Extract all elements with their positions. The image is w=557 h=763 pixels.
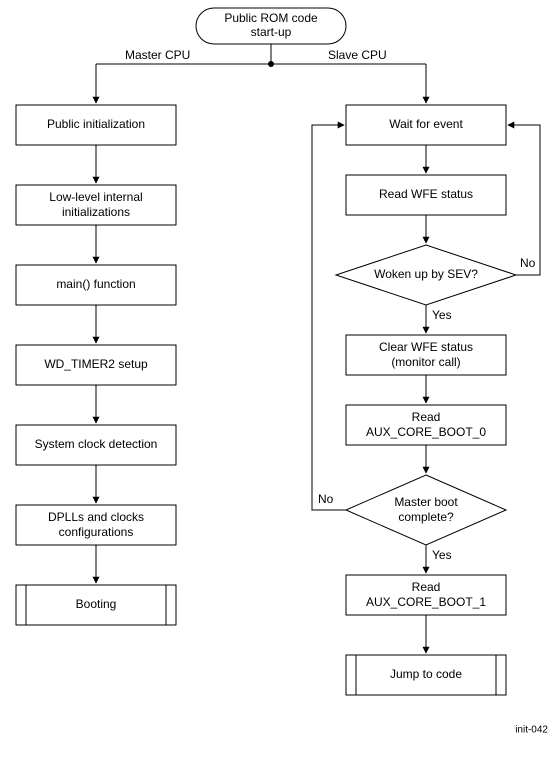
master-n6-l1: DPLLs and clocks (48, 510, 144, 524)
master-n6-l2: configurations (59, 525, 134, 539)
slave-n3-l1: Clear WFE status (379, 340, 473, 354)
slave-n5-l2: AUX_CORE_BOOT_1 (366, 595, 486, 609)
slave-d2-l2: complete? (398, 510, 454, 524)
slave-n6-text: Jump to code (390, 667, 462, 681)
master-n4-text: WD_TIMER2 setup (44, 357, 148, 371)
master-n2-l2: initializations (62, 205, 130, 219)
slave-d1-no: No (520, 256, 536, 270)
slave-d1-text: Woken up by SEV? (374, 267, 478, 281)
slave-n4-l1: Read (412, 410, 441, 424)
master-n2-l1: Low-level internal (49, 190, 142, 204)
footer-text: init-042 (515, 725, 548, 736)
master-n7-text: Booting (76, 597, 117, 611)
flowchart: Public ROM code start-up Master CPU Slav… (0, 0, 557, 763)
slave-n3-l2: (monitor call) (391, 355, 460, 369)
master-n5-text: System clock detection (35, 437, 158, 451)
slave-n2-text: Read WFE status (379, 187, 473, 201)
master-n3-text: main() function (56, 277, 135, 291)
slave-d2-l1: Master boot (394, 495, 458, 509)
branch-label-slave: Slave CPU (328, 48, 387, 62)
slave-d2-no: No (318, 492, 334, 506)
master-n1-text: Public initialization (47, 117, 145, 131)
slave-n4-l2: AUX_CORE_BOOT_0 (366, 425, 486, 439)
branch-label-master: Master CPU (125, 48, 190, 62)
slave-d2-yes: Yes (432, 548, 452, 562)
start-line1: Public ROM code (224, 11, 318, 25)
slave-d1-yes: Yes (432, 308, 452, 322)
start-line2: start-up (251, 25, 292, 39)
slave-n5-l1: Read (412, 580, 441, 594)
slave-n1-text: Wait for event (389, 117, 463, 131)
